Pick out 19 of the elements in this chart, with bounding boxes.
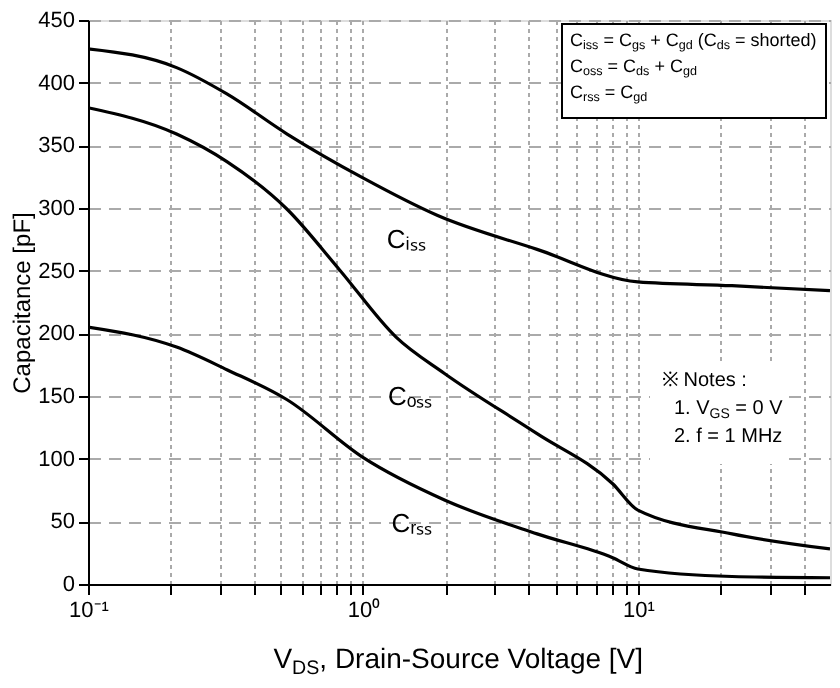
y-tick-label: 150 <box>38 385 75 409</box>
annotation: ※ Notes : <box>662 370 747 392</box>
series-label: Cᵢₛₛ <box>386 223 426 254</box>
y-tick-label: 100 <box>38 447 75 472</box>
y-tick-label: 400 <box>38 71 75 96</box>
y-tick-label: 250 <box>38 259 75 284</box>
y-axis-title: Capacitance [pF] <box>8 212 37 394</box>
y-tick-label: 350 <box>38 134 75 159</box>
x-tick-label: 10¹ <box>622 599 656 623</box>
y-tick-label: 300 <box>38 197 75 221</box>
series-label: Cᵣₛₛ <box>391 508 433 539</box>
y-tick-label: 450 <box>38 9 75 33</box>
y-tick-label: 200 <box>38 322 75 347</box>
y-tick-label: 50 <box>50 510 75 535</box>
annotation: 2. f = 1 MHz <box>674 426 783 448</box>
y-tick-label: 0 <box>62 573 75 597</box>
series-label: Cₒₛₛ <box>387 381 433 412</box>
x-tick-label: 10⁰ <box>347 597 381 623</box>
x-tick-label: 10⁻¹ <box>69 599 110 623</box>
